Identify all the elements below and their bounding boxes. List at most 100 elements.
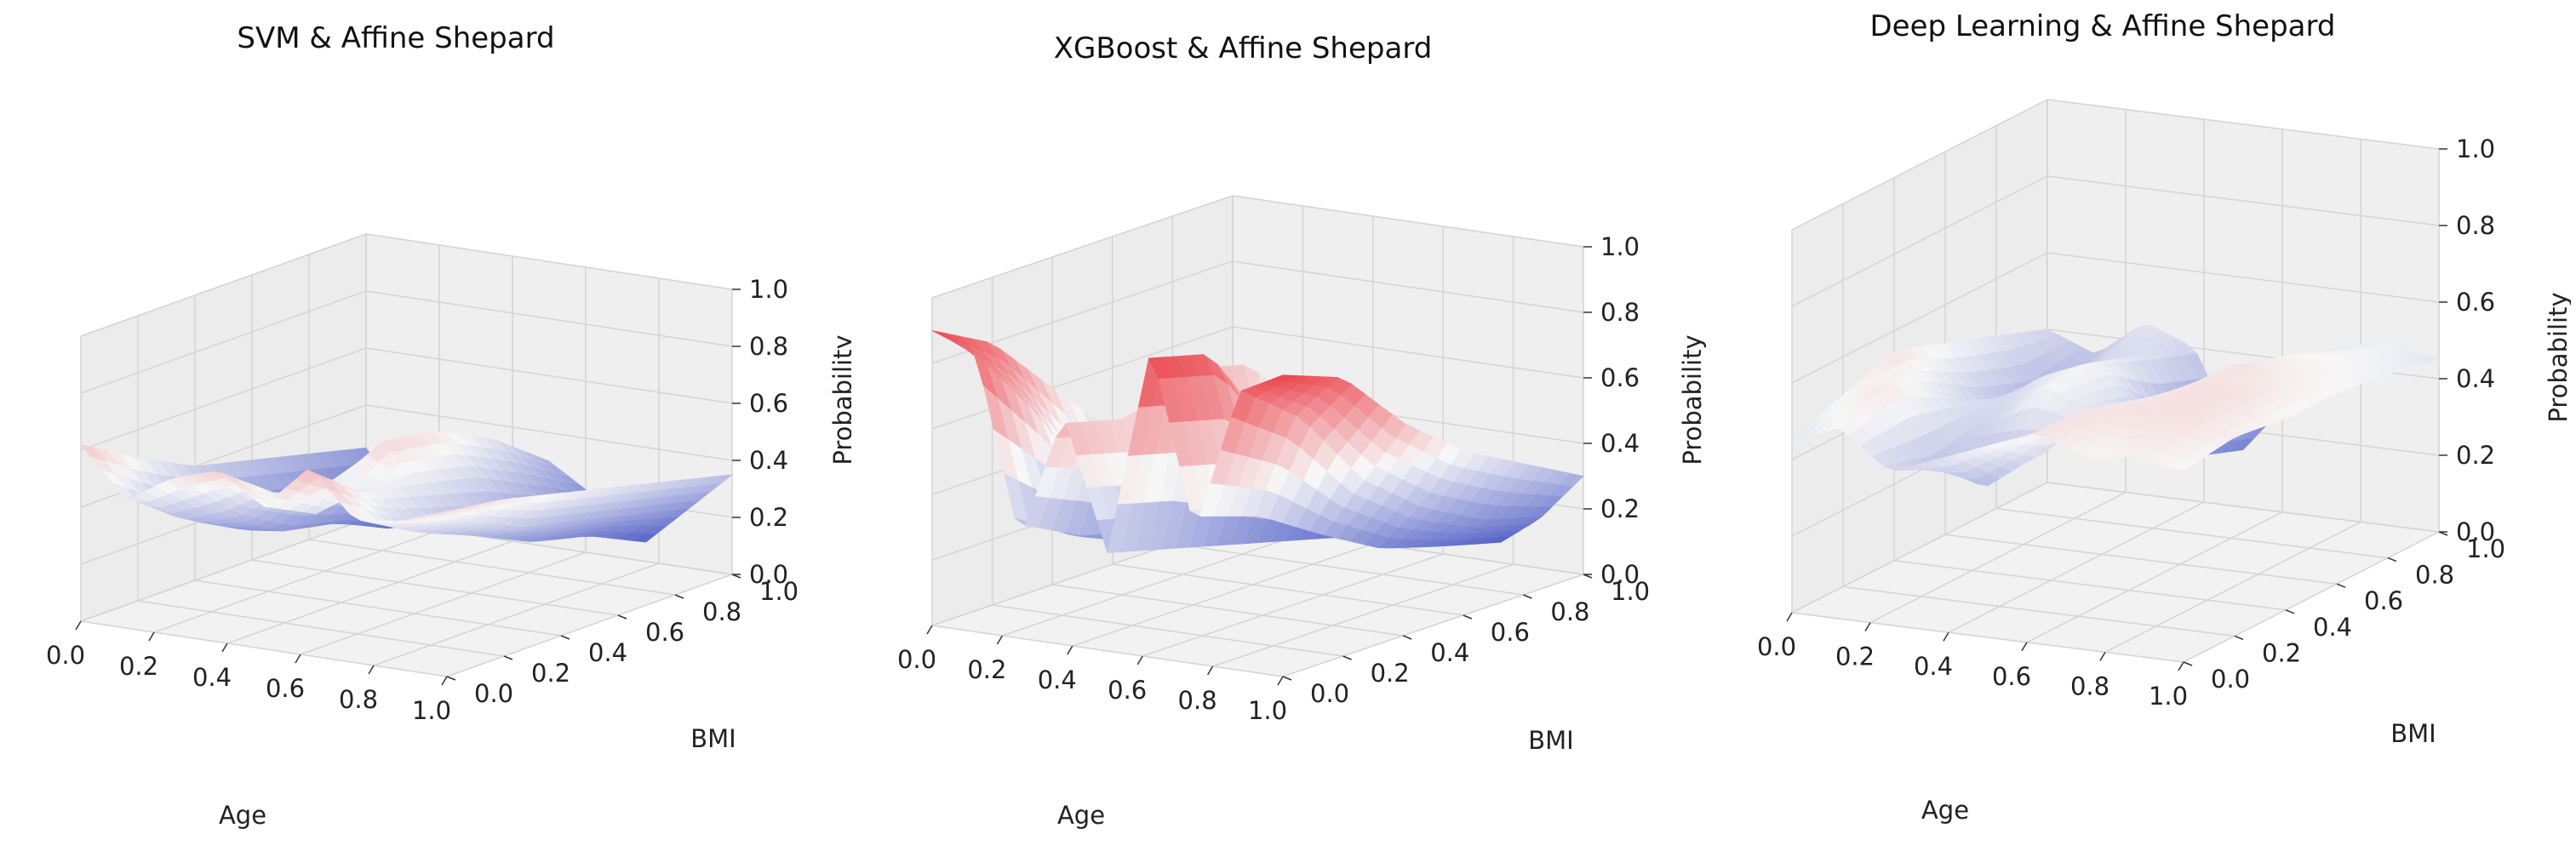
z-tick-label: 0.0 xyxy=(1600,560,1640,589)
x-tick-label: 1.0 xyxy=(412,696,451,725)
y-tick-label: 1.0 xyxy=(2466,534,2505,563)
z-tick-label: 1.0 xyxy=(2456,134,2495,163)
x-tick-label: 0.2 xyxy=(967,655,1006,684)
y-axis-label: BMI xyxy=(2390,719,2436,748)
x-axis-label: Age xyxy=(1057,801,1105,830)
grid-line xyxy=(1791,99,2048,231)
x-tick-mark xyxy=(368,665,375,675)
x-tick-mark xyxy=(1067,645,1073,655)
x-tick-label: 0.6 xyxy=(1108,676,1147,705)
y-tick-label: 0.8 xyxy=(1550,597,1589,626)
z-tick-label: 0.2 xyxy=(2456,441,2495,470)
surface-chart-deep-learning: Deep Learning & Affine Shepard 0.0 0.2 0.4… xyxy=(1757,9,2571,825)
grid-line xyxy=(1232,260,1584,313)
grid-line xyxy=(80,347,367,451)
y-tick-label: 0.2 xyxy=(1371,659,1410,688)
y-tick-label: 0.0 xyxy=(2211,665,2250,694)
x-tick-mark xyxy=(2178,661,2184,671)
grid-line xyxy=(1791,252,2048,384)
grid-line xyxy=(992,604,1343,657)
y-tick-mark xyxy=(1342,655,1352,660)
x-tick-label: 0.0 xyxy=(897,645,936,674)
x-tick-label: 0.8 xyxy=(1178,686,1217,715)
z-tick-label: 0.4 xyxy=(2456,364,2495,393)
grid-line xyxy=(226,540,513,644)
z-tick-label: 0.2 xyxy=(749,503,788,532)
surface-chart-svm: SVM & Affine Shepard 0.0 0.2 0.4 0.6 0.8 1.00… xyxy=(46,21,851,830)
surface-patch xyxy=(436,508,461,514)
grid-line xyxy=(931,326,1234,430)
z-tick-label: 0.4 xyxy=(749,446,788,475)
y-tick-label: 0.2 xyxy=(531,659,570,688)
chart-panel-xgboost: XGBoost & Affine Shepard 0.0 0.2 0.4 0.6 0.8… xyxy=(860,0,1711,868)
grid-line xyxy=(308,539,676,596)
y-tick-label: 0.4 xyxy=(2313,613,2352,642)
x-tick-label: 0.0 xyxy=(1757,632,1796,661)
x-tick-label: 0.8 xyxy=(2070,671,2109,700)
x-tick-mark xyxy=(2021,642,2028,652)
grid-line xyxy=(80,290,367,394)
grid-line xyxy=(1232,326,1584,379)
y-tick-mark xyxy=(2234,635,2244,641)
grid-line xyxy=(2046,252,2440,303)
grid-line xyxy=(931,625,1284,677)
z-tick-label: 0.0 xyxy=(2456,517,2495,546)
z-axis-label: Probability xyxy=(828,334,851,465)
grid-line xyxy=(2046,99,2440,150)
x-tick-mark xyxy=(996,635,1004,645)
grid-line xyxy=(300,551,587,655)
y-tick-label: 0.0 xyxy=(474,679,513,708)
z-tick-label: 0.6 xyxy=(749,389,788,418)
surface-chart-xgboost: XGBoost & Affine Shepard 0.0 0.2 0.4 0.6 0.8… xyxy=(897,31,1707,830)
x-axis-label: Age xyxy=(1921,796,1969,825)
grid-line xyxy=(365,290,733,347)
grid-line xyxy=(251,559,619,616)
grid-line xyxy=(194,580,562,637)
grid-line xyxy=(1791,175,2048,307)
y-tick-mark xyxy=(1523,594,1532,599)
x-tick-mark xyxy=(221,642,228,653)
grid-line xyxy=(931,195,1234,299)
x-tick-mark xyxy=(1277,676,1284,686)
grid-line xyxy=(1232,195,1584,248)
x-tick-label: 0.2 xyxy=(119,652,158,681)
y-tick-label: 0.4 xyxy=(1430,638,1469,667)
grid-line xyxy=(1282,574,1584,677)
grid-line xyxy=(1791,482,2048,614)
x-tick-mark xyxy=(295,654,301,664)
x-tick-label: 0.8 xyxy=(339,685,378,714)
x-tick-label: 1.0 xyxy=(2149,682,2188,711)
grid-line xyxy=(1842,585,2235,637)
y-tick-label: 0.2 xyxy=(2262,638,2301,667)
grid-line xyxy=(2046,482,2440,533)
y-tick-label: 0.0 xyxy=(1310,679,1349,708)
x-tick-label: 0.4 xyxy=(1038,665,1077,694)
grid-line xyxy=(80,620,448,677)
y-tick-label: 0.6 xyxy=(1491,618,1530,647)
x-tick-mark xyxy=(2099,652,2106,661)
z-axis-label: Probability xyxy=(1678,334,1707,465)
surface-patch xyxy=(2171,459,2196,471)
y-tick-mark xyxy=(674,594,684,599)
z-tick-label: 0.8 xyxy=(2456,211,2495,240)
grid-line xyxy=(2104,521,2361,654)
x-tick-label: 0.6 xyxy=(266,674,305,703)
grid-line xyxy=(1944,534,2338,585)
y-tick-label: 0.6 xyxy=(645,618,684,647)
grid-line xyxy=(137,600,505,657)
surface-patch xyxy=(1271,374,1298,382)
grid-line xyxy=(80,233,367,337)
y-tick-mark xyxy=(1463,614,1473,620)
grid-line xyxy=(365,347,733,404)
x-tick-label: 1.0 xyxy=(1248,696,1287,725)
x-tick-mark xyxy=(75,620,82,631)
y-tick-label: 0.8 xyxy=(702,597,741,626)
y-tick-mark xyxy=(2183,661,2193,666)
z-tick-label: 1.0 xyxy=(1600,232,1640,261)
z-tick-label: 0.4 xyxy=(1600,429,1640,458)
chart-panel-deep-learning: Deep Learning & Affine Shepard 0.0 0.2 0.4… xyxy=(1720,0,2571,868)
x-tick-mark xyxy=(441,676,448,686)
z-tick-label: 0.0 xyxy=(749,560,788,589)
y-tick-mark xyxy=(446,676,456,681)
z-tick-label: 1.0 xyxy=(749,275,788,304)
